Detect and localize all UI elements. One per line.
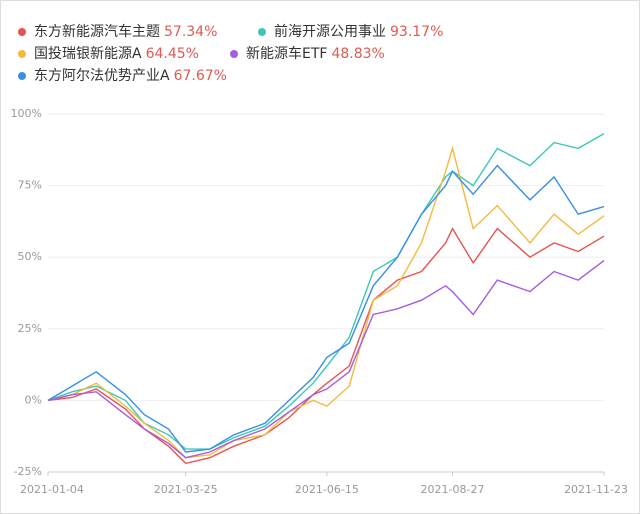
y-tick-label: 100%: [11, 107, 42, 120]
legend-value: 48.83%: [331, 46, 384, 62]
legend-value: 93.17%: [390, 24, 443, 40]
y-tick-label: -25%: [14, 465, 42, 478]
series-line: [47, 260, 605, 459]
legend-item: 东方新能源汽车主题 57.34%: [18, 23, 217, 40]
legend-swatch: [230, 50, 238, 58]
legend-value: 67.67%: [174, 68, 227, 84]
x-tick-label: 2021-03-25: [154, 483, 218, 496]
legend-label: 前海开源公用事业: [274, 23, 386, 40]
y-tick-label: 0%: [25, 393, 42, 406]
legend-item: 国投瑞银新能源A 64.45%: [18, 46, 199, 62]
legend-item: 新能源车ETF 48.83%: [230, 45, 385, 62]
y-tick-label: 25%: [18, 322, 42, 335]
legend-swatch: [18, 50, 26, 58]
legend-value: 64.45%: [146, 46, 199, 62]
legend-item: 前海开源公用事业 93.17%: [258, 23, 443, 40]
x-tick-label: 2021-06-15: [295, 483, 359, 496]
legend-value: 57.34%: [164, 24, 217, 40]
legend-label: 东方新能源汽车主题: [34, 23, 160, 40]
legend-label: 国投瑞银新能源A: [34, 46, 142, 62]
series-line: [47, 145, 605, 459]
legend-swatch: [18, 28, 26, 36]
legend-swatch: [258, 28, 266, 36]
y-tick-label: 50%: [18, 250, 42, 263]
legend-item: 东方阿尔法优势产业A 67.67%: [18, 68, 227, 84]
x-tick-label: 2021-08-27: [421, 483, 485, 496]
legend-swatch: [18, 72, 26, 80]
legend-label: 东方阿尔法优势产业A: [34, 68, 170, 84]
series-line: [47, 164, 605, 453]
legend-label: 新能源车ETF: [246, 45, 327, 62]
y-tick-label: 75%: [18, 179, 42, 192]
x-tick-label: 2021-01-04: [20, 483, 84, 496]
x-tick-label: 2021-11-23: [564, 483, 628, 496]
